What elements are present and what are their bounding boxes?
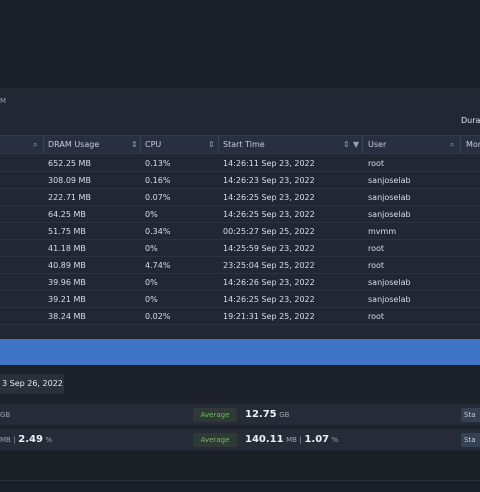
sort-icon[interactable]: ⇕ xyxy=(131,140,138,149)
table-row[interactable]: 41.18 MB 0% 14:25:59 Sep 23, 2022 root xyxy=(0,240,480,257)
table-row[interactable]: 39.21 MB 0% 14:26:25 Sep 23, 2022 sanjos… xyxy=(0,291,480,308)
process-cpu-value: 2.49 xyxy=(18,434,43,445)
memory-average-value: 12.75 xyxy=(245,409,277,420)
process-average: 140.11 MB | 1.07 % xyxy=(245,429,338,451)
memory-current: GB xyxy=(0,404,10,426)
cell-dram: 41.18 MB xyxy=(48,244,86,253)
table-row[interactable]: 39.96 MB 0% 14:26:26 Sep 23, 2022 sanjos… xyxy=(0,274,480,291)
cell-user: root xyxy=(368,312,385,321)
cell-start-time: 14:26:23 Sep 23, 2022 xyxy=(223,176,315,185)
cell-cpu: 0% xyxy=(145,278,158,287)
bottom-area xyxy=(0,452,480,492)
cell-start-time: 14:25:59 Sep 23, 2022 xyxy=(223,244,315,253)
cell-user: root xyxy=(368,244,385,253)
cell-cpu: 0% xyxy=(145,210,158,219)
average-badge: Average xyxy=(193,408,237,422)
column-divider xyxy=(362,136,363,153)
cell-cpu: 0.34% xyxy=(145,227,171,236)
cell-dram: 652.25 MB xyxy=(48,159,91,168)
selection-bar[interactable] xyxy=(0,339,480,365)
table-header: ⌕ DRAM Usage ⇕ CPU ⇕ Start Time ⇕ ▼ User… xyxy=(0,135,480,154)
cell-start-time: 14:26:25 Sep 23, 2022 xyxy=(223,295,315,304)
average-badge: Average xyxy=(193,433,237,447)
sort-icon[interactable]: ⇕ xyxy=(208,140,215,149)
cell-dram: 39.21 MB xyxy=(48,295,86,304)
cell-user: root xyxy=(368,159,385,168)
divider xyxy=(0,480,480,481)
cell-dram: 51.75 MB xyxy=(48,227,86,236)
process-average-dram: 140.11 xyxy=(245,434,284,445)
memory-average-unit: GB xyxy=(279,411,290,419)
search-icon[interactable]: ⌕ xyxy=(450,140,455,149)
memory-unit: GB xyxy=(0,411,11,419)
top-area xyxy=(0,0,480,88)
column-divider xyxy=(218,136,219,153)
cell-dram: 308.09 MB xyxy=(48,176,91,185)
column-divider xyxy=(460,136,461,153)
cell-cpu: 0.13% xyxy=(145,159,171,168)
cell-user: sanjoselab xyxy=(368,278,411,287)
cell-dram: 40.89 MB xyxy=(48,261,86,270)
col-start-time[interactable]: Start Time xyxy=(223,140,265,149)
cell-start-time: 14:26:25 Sep 23, 2022 xyxy=(223,193,315,202)
cell-user: sanjoselab xyxy=(368,295,411,304)
cell-dram: 39.96 MB xyxy=(48,278,86,287)
memory-stat-row: GB Average 12.75 GB Sta xyxy=(0,404,480,426)
panel-subtitle: M xyxy=(0,97,7,105)
process-average-unit: MB xyxy=(286,436,297,444)
col-user[interactable]: User xyxy=(368,140,387,149)
cell-start-time: 00:25:27 Sep 25, 2022 xyxy=(223,227,315,236)
cell-cpu: 0% xyxy=(145,244,158,253)
cell-user: sanjoselab xyxy=(368,176,411,185)
cell-start-time: 14:26:26 Sep 23, 2022 xyxy=(223,278,315,287)
process-unit: MB xyxy=(0,436,11,444)
table-row[interactable]: 51.75 MB 0.34% 00:25:27 Sep 25, 2022 mvm… xyxy=(0,223,480,240)
percent-unit: % xyxy=(45,436,53,444)
column-divider xyxy=(43,136,44,153)
date-range-chip[interactable]: 3 Sep 26, 2022 xyxy=(0,374,64,394)
cell-dram: 64.25 MB xyxy=(48,210,86,219)
cell-start-time: 23:25:04 Sep 25, 2022 xyxy=(223,261,315,270)
percent-unit: % xyxy=(331,436,339,444)
process-average-cpu: 1.07 xyxy=(304,434,330,445)
search-icon[interactable]: ⌕ xyxy=(33,140,38,149)
cell-user: sanjoselab xyxy=(368,193,411,202)
cell-cpu: 4.74% xyxy=(145,261,171,270)
separator: | xyxy=(299,436,302,444)
sort-icon[interactable]: ⇕ xyxy=(343,140,350,149)
cell-cpu: 0.02% xyxy=(145,312,171,321)
stats-button[interactable]: Sta xyxy=(461,433,480,447)
col-cpu[interactable]: CPU xyxy=(145,140,162,149)
process-current: MB | 2.49 % xyxy=(0,429,52,451)
table-row[interactable]: 64.25 MB 0% 14:26:25 Sep 23, 2022 sanjos… xyxy=(0,206,480,223)
cell-start-time: 19:21:31 Sep 25, 2022 xyxy=(223,312,315,321)
cell-cpu: 0% xyxy=(145,295,158,304)
column-divider xyxy=(140,136,141,153)
memory-average: 12.75 GB xyxy=(245,404,289,426)
cell-cpu: 0.16% xyxy=(145,176,171,185)
cell-dram: 222.71 MB xyxy=(48,193,91,202)
process-stat-row: MB | 2.49 % Average 140.11 MB | 1.07 % S… xyxy=(0,429,480,451)
cell-cpu: 0.07% xyxy=(145,193,171,202)
table-row[interactable]: 222.71 MB 0.07% 14:26:25 Sep 23, 2022 sa… xyxy=(0,189,480,206)
col-dram-usage[interactable]: DRAM Usage xyxy=(48,140,100,149)
duration-label: Dura xyxy=(461,116,480,125)
cell-user: mvmm xyxy=(368,227,397,236)
cell-start-time: 14:26:25 Sep 23, 2022 xyxy=(223,210,315,219)
table-row[interactable]: 652.25 MB 0.13% 14:26:11 Sep 23, 2022 ro… xyxy=(0,155,480,172)
separator: | xyxy=(13,436,16,444)
cell-user: sanjoselab xyxy=(368,210,411,219)
cell-start-time: 14:26:11 Sep 23, 2022 xyxy=(223,159,315,168)
stats-button[interactable]: Sta xyxy=(461,408,480,422)
cell-user: root xyxy=(368,261,385,270)
table-row[interactable]: 308.09 MB 0.16% 14:26:23 Sep 23, 2022 sa… xyxy=(0,172,480,189)
table-row[interactable]: 40.89 MB 4.74% 23:25:04 Sep 25, 2022 roo… xyxy=(0,257,480,274)
col-monitor[interactable]: Mon xyxy=(466,140,480,149)
filter-icon[interactable]: ▼ xyxy=(353,140,360,149)
process-panel xyxy=(0,88,480,363)
table-row[interactable]: 38.24 MB 0.02% 19:21:31 Sep 25, 2022 roo… xyxy=(0,308,480,325)
cell-dram: 38.24 MB xyxy=(48,312,86,321)
